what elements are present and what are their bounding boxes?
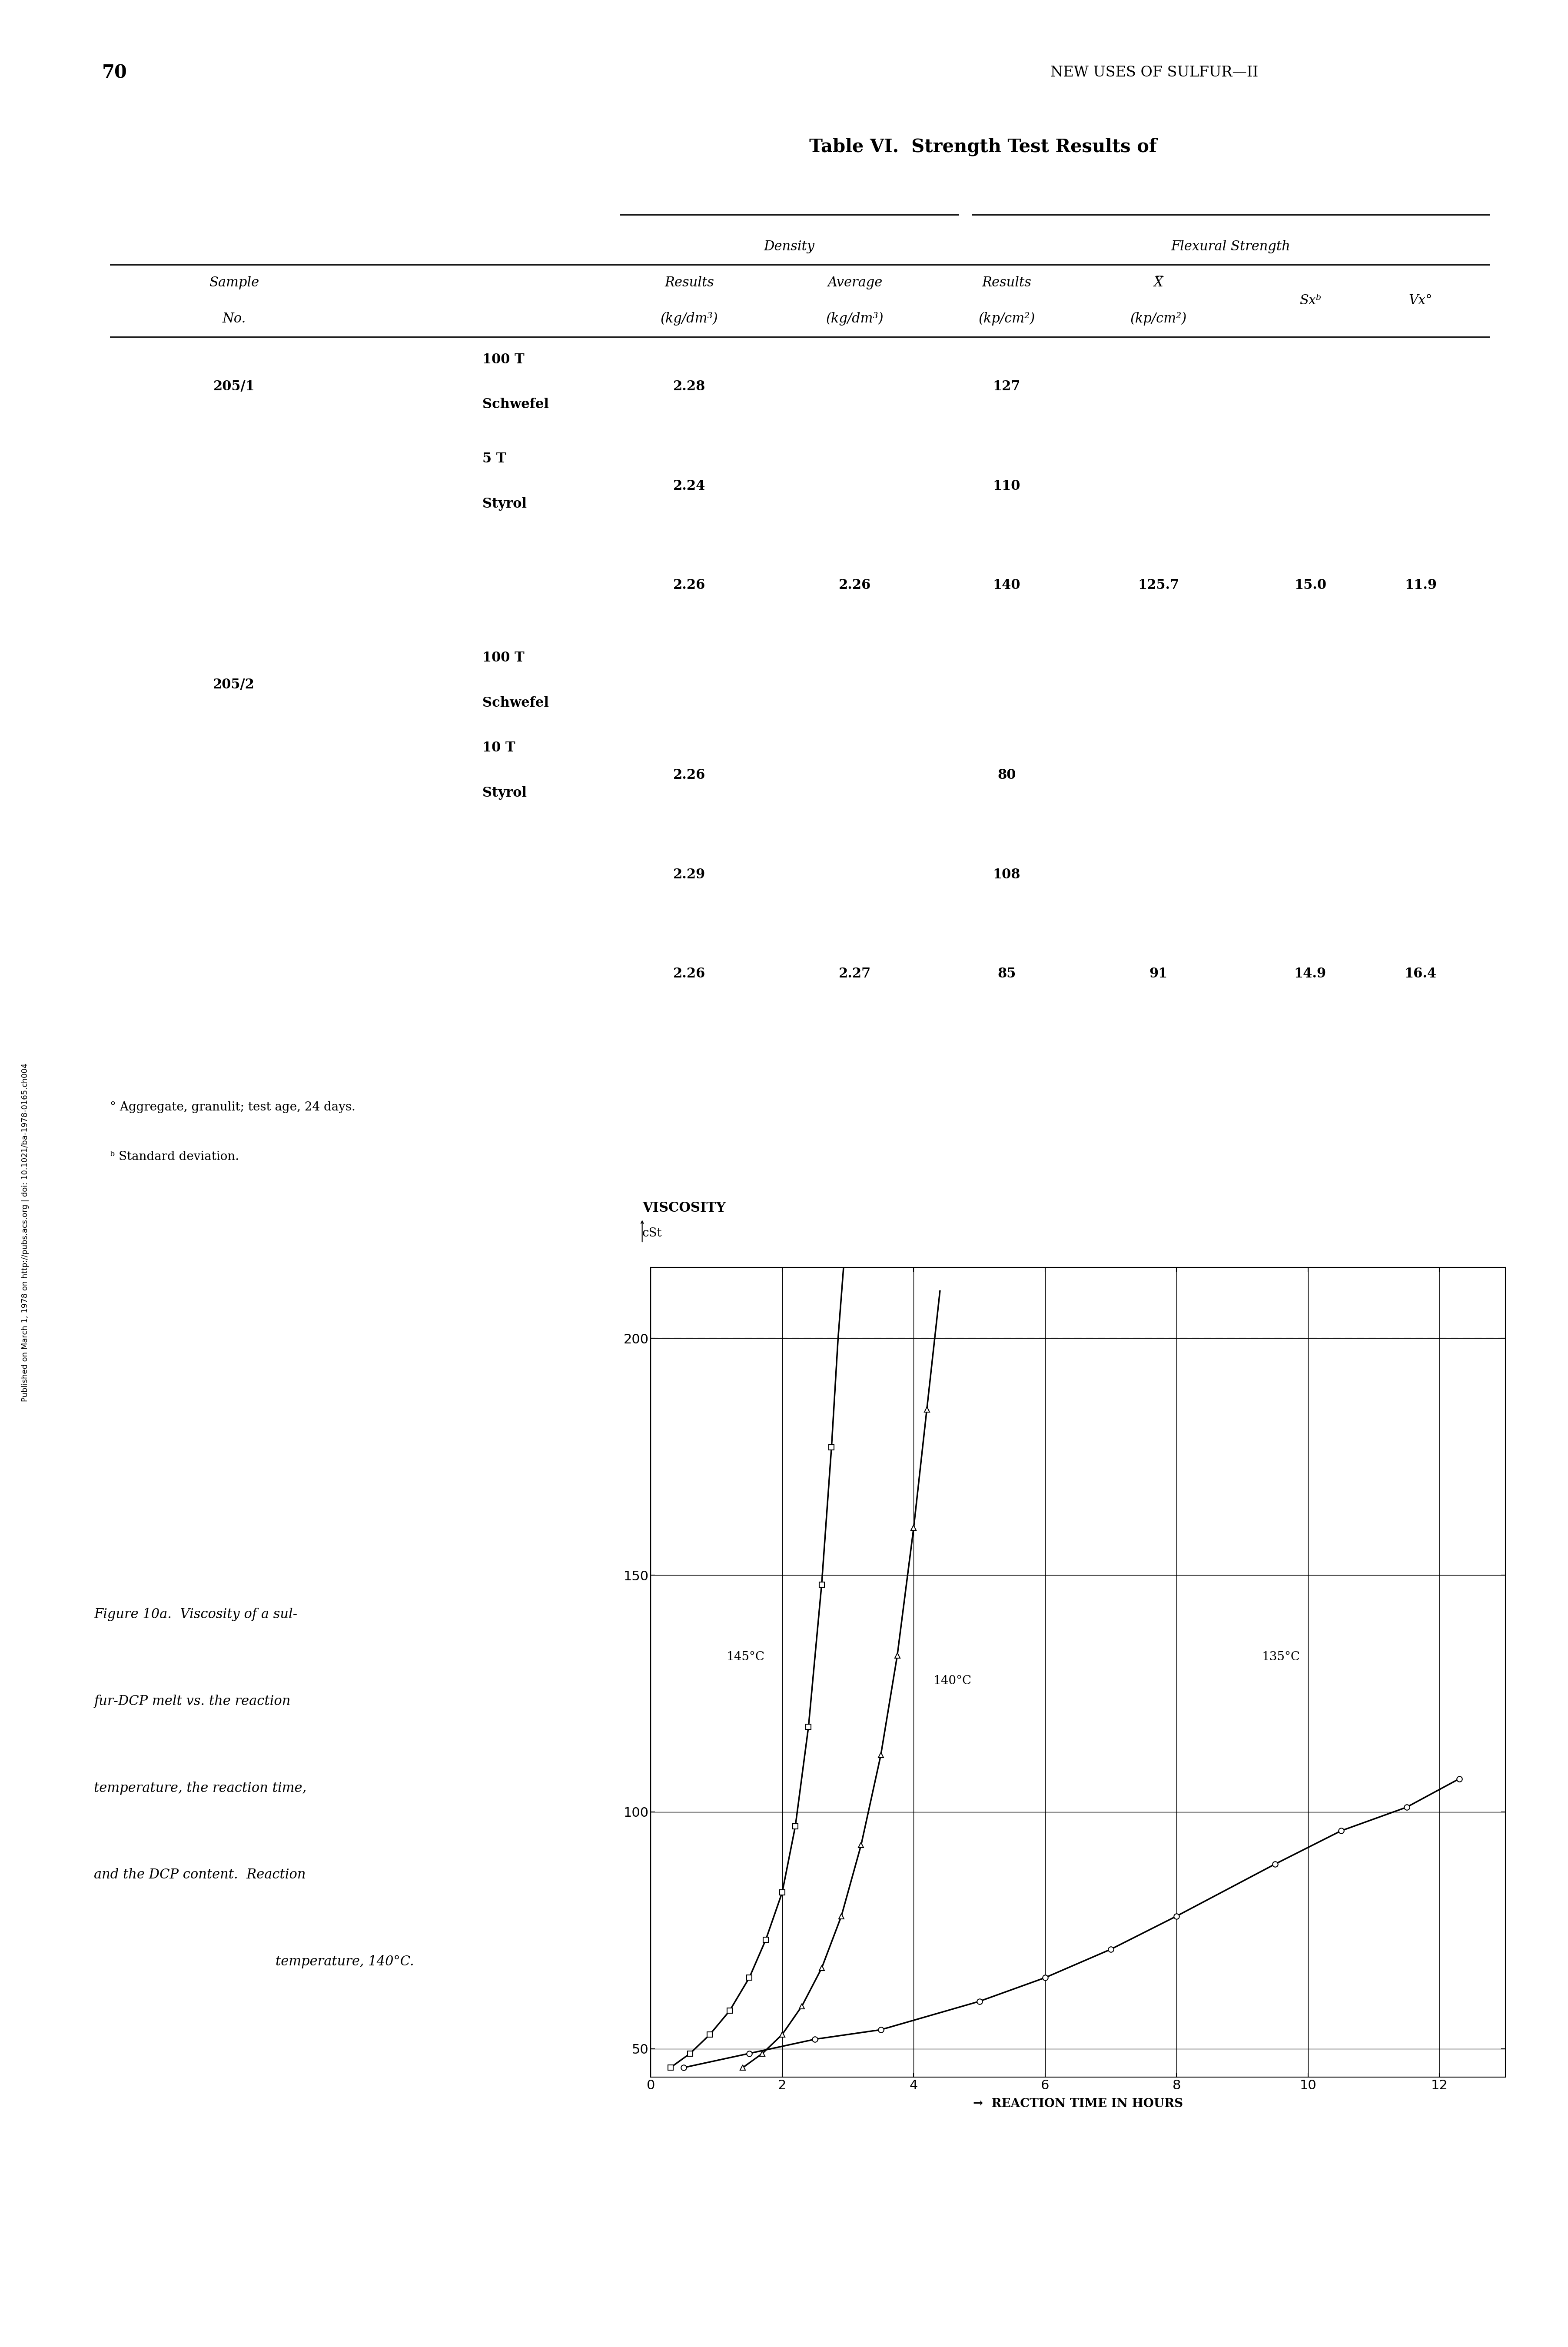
Text: and the DCP content.  Reaction: and the DCP content. Reaction — [94, 1868, 306, 1882]
Text: 16.4: 16.4 — [1405, 967, 1436, 981]
Text: NEW USES OF SULFUR—II: NEW USES OF SULFUR—II — [1051, 66, 1259, 80]
Text: 85: 85 — [997, 967, 1016, 981]
Text: 10 T: 10 T — [483, 742, 516, 756]
Text: Schwefel: Schwefel — [483, 697, 549, 709]
Text: (kg/dm³): (kg/dm³) — [660, 312, 718, 326]
Text: 140°C: 140°C — [933, 1676, 972, 1687]
Text: Average: Average — [828, 277, 883, 289]
Text: Density: Density — [764, 239, 815, 253]
Text: Published on March 1, 1978 on http://pubs.acs.org | doi: 10.1021/ba-1978-0165.ch: Published on March 1, 1978 on http://pub… — [22, 1063, 28, 1401]
Text: VISCOSITY: VISCOSITY — [643, 1202, 726, 1216]
Text: 205/2: 205/2 — [213, 678, 254, 692]
Text: 2.26: 2.26 — [673, 767, 706, 782]
Text: (kg/dm³): (kg/dm³) — [826, 312, 884, 326]
Text: 2.27: 2.27 — [839, 967, 870, 981]
Text: 100 T: 100 T — [483, 650, 524, 664]
Text: 2.24: 2.24 — [673, 479, 706, 493]
Text: 2.29: 2.29 — [673, 868, 706, 880]
Text: (kp/cm²): (kp/cm²) — [1131, 312, 1187, 326]
Text: 2.26: 2.26 — [673, 967, 706, 981]
Text: Styrol: Styrol — [483, 786, 527, 800]
Text: 91: 91 — [1149, 967, 1168, 981]
Text: Sxᵇ: Sxᵇ — [1300, 293, 1322, 307]
Text: temperature, the reaction time,: temperature, the reaction time, — [94, 1781, 307, 1795]
Text: 140: 140 — [993, 580, 1021, 591]
Text: ᵇ Standard deviation.: ᵇ Standard deviation. — [110, 1150, 238, 1162]
Text: 15.0: 15.0 — [1294, 580, 1327, 591]
Text: Results: Results — [982, 277, 1032, 289]
Text: 125.7: 125.7 — [1138, 580, 1179, 591]
Text: ° Aggregate, granulit; test age, 24 days.: ° Aggregate, granulit; test age, 24 days… — [110, 1101, 356, 1112]
Text: fur-DCP melt vs. the reaction: fur-DCP melt vs. the reaction — [94, 1695, 290, 1709]
Text: 11.9: 11.9 — [1405, 580, 1436, 591]
Text: 100 T: 100 T — [483, 352, 524, 366]
Text: 70: 70 — [102, 63, 127, 82]
Text: Sample: Sample — [209, 277, 259, 289]
Text: Schwefel: Schwefel — [483, 399, 549, 411]
Text: 127: 127 — [993, 380, 1021, 394]
Text: Flexural Strength: Flexural Strength — [1171, 239, 1290, 253]
Text: 110: 110 — [993, 479, 1021, 493]
Text: No.: No. — [223, 312, 246, 326]
Text: 14.9: 14.9 — [1294, 967, 1327, 981]
Text: 2.28: 2.28 — [673, 380, 706, 394]
Text: 2.26: 2.26 — [839, 580, 870, 591]
Text: Vx°: Vx° — [1408, 293, 1433, 307]
Text: temperature, 140°C.: temperature, 140°C. — [276, 1955, 414, 1969]
Text: (kp/cm²): (kp/cm²) — [978, 312, 1035, 326]
Text: Table VI.  Strength Test Results of: Table VI. Strength Test Results of — [809, 138, 1157, 155]
Text: 205/1: 205/1 — [213, 380, 254, 394]
Text: 80: 80 — [997, 767, 1016, 782]
Text: 5 T: 5 T — [483, 453, 506, 465]
X-axis label: →  REACTION TIME IN HOURS: → REACTION TIME IN HOURS — [974, 2098, 1182, 2110]
Text: Styrol: Styrol — [483, 498, 527, 512]
Text: 2.26: 2.26 — [673, 580, 706, 591]
Text: Results: Results — [665, 277, 713, 289]
Text: 108: 108 — [993, 868, 1021, 880]
Text: cSt: cSt — [643, 1227, 662, 1239]
Text: 135°C: 135°C — [1262, 1652, 1300, 1664]
Text: 145°C: 145°C — [726, 1652, 765, 1664]
Text: X̅: X̅ — [1154, 277, 1163, 289]
Text: Figure 10a.  Viscosity of a sul-: Figure 10a. Viscosity of a sul- — [94, 1608, 298, 1622]
